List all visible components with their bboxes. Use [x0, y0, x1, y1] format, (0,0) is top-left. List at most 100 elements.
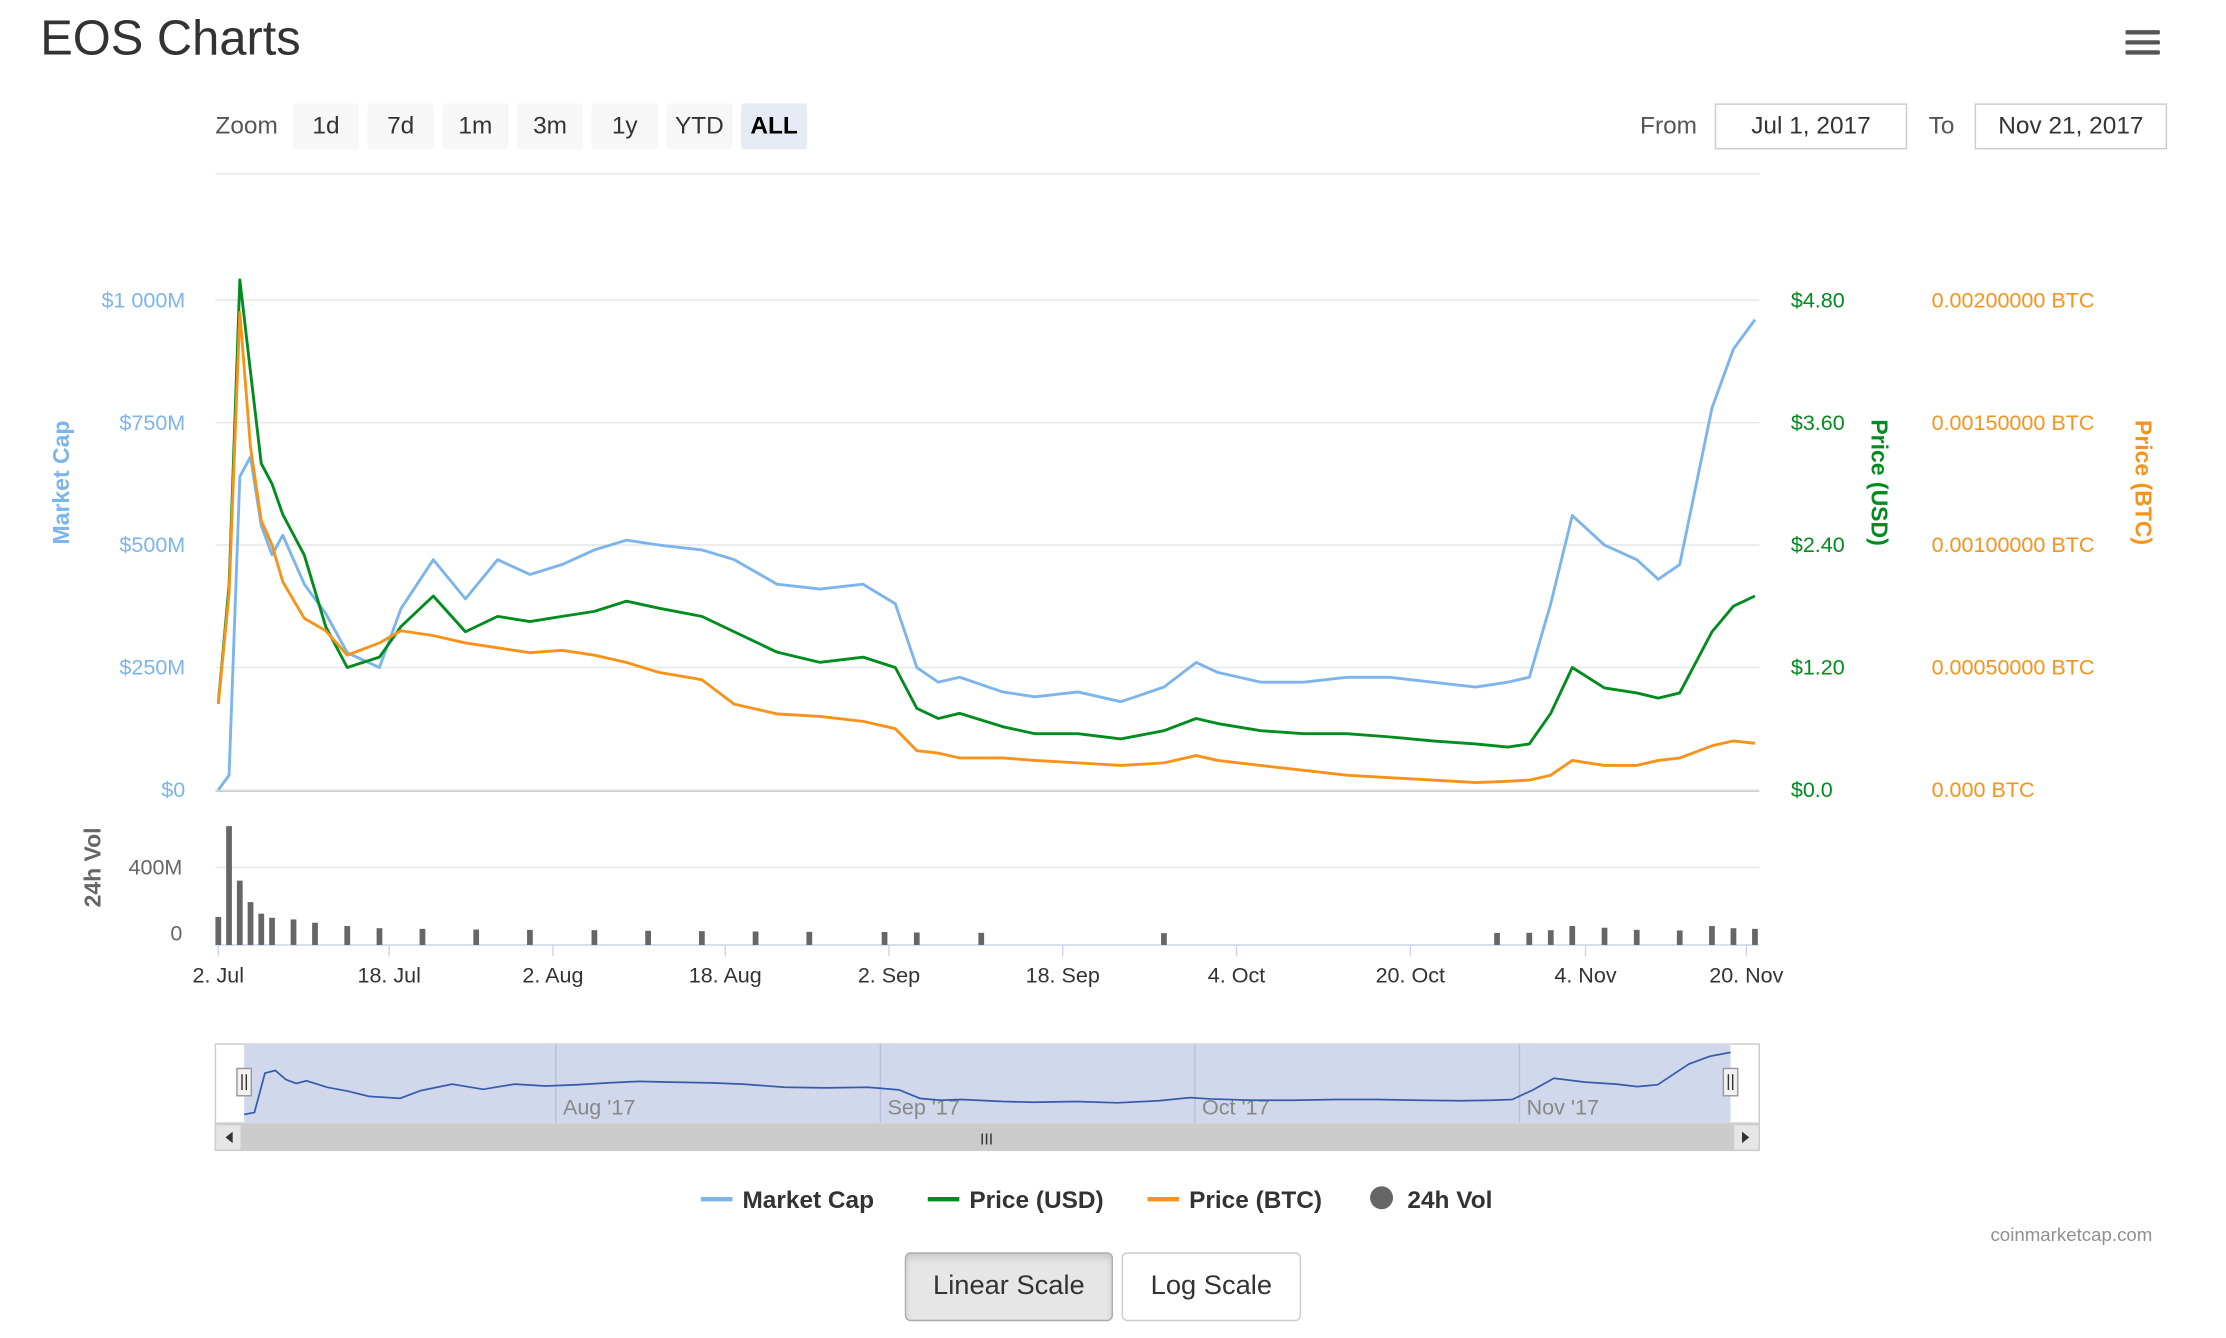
from-label: From	[1640, 112, 1698, 140]
volume-bar	[1730, 928, 1737, 945]
legend-item-market-cap[interactable]: Market Cap	[700, 1187, 874, 1214]
navigator-handle[interactable]	[236, 1067, 253, 1097]
volume-bar	[1633, 929, 1640, 945]
volume-bar	[312, 922, 318, 945]
volume-bar	[419, 928, 426, 945]
y-tick-label-usd: $2.40	[1791, 533, 1845, 557]
volume-bar	[978, 932, 985, 945]
volume-bar	[226, 826, 232, 945]
log-scale-button[interactable]: Log Scale	[1121, 1252, 1302, 1322]
y-tick-label-marketcap: $0	[161, 778, 185, 802]
y-tick-label-marketcap: $1 000M	[101, 288, 185, 312]
volume-bar	[215, 916, 222, 945]
from-date-input[interactable]: Jul 1, 2017	[1714, 103, 1908, 150]
legend-label: Price (BTC)	[1189, 1187, 1322, 1214]
series-line-price-btc	[216, 310, 1756, 784]
volume-bar	[752, 931, 759, 945]
volume-bar	[269, 917, 275, 945]
y-tick-label-marketcap: $750M	[119, 411, 185, 435]
x-tick-label: 4. Oct	[1208, 963, 1265, 987]
hamburger-menu-icon[interactable]	[2111, 17, 2174, 69]
volume-bar	[1676, 930, 1683, 945]
x-tick-label: 2. Jul	[193, 963, 244, 987]
zoom-button-ytd[interactable]: YTD	[666, 103, 733, 150]
zoom-button-1y[interactable]: 1y	[591, 103, 658, 150]
volume-bar	[290, 919, 297, 945]
volume-bar	[1494, 932, 1500, 945]
legend-label: Price (USD)	[969, 1187, 1103, 1214]
legend-label: 24h Vol	[1407, 1187, 1492, 1214]
scrollbar-thumb[interactable]	[241, 1124, 1734, 1151]
volume-bar	[645, 930, 651, 945]
legend-item-price-btc[interactable]: Price (BTC)	[1147, 1187, 1322, 1214]
x-tick-label: 18. Jul	[357, 963, 420, 987]
credit-link[interactable]: coinmarketcap.com	[1990, 1223, 2153, 1246]
volume-bar	[236, 880, 243, 945]
volume-bar	[527, 929, 533, 945]
volume-bar	[344, 926, 351, 945]
volume-bar	[806, 931, 813, 945]
volume-bar	[1526, 932, 1533, 945]
y-axis-title-marketcap: Market Cap	[48, 421, 74, 545]
volume-bar	[473, 929, 480, 945]
y-tick-label-marketcap: $250M	[119, 656, 185, 680]
y-tick-label-btc: 0.00200000 BTC	[1932, 288, 2095, 312]
volume-bar	[1161, 933, 1167, 945]
navigator-selection[interactable]	[244, 1044, 1731, 1124]
scroll-left-button[interactable]	[214, 1123, 242, 1152]
volume-bar	[1601, 927, 1608, 945]
page-title: EOS Charts	[40, 11, 301, 67]
navigator-handle[interactable]	[1722, 1067, 1739, 1097]
x-tick-label: 2. Aug	[522, 963, 583, 987]
legend-label: Market Cap	[742, 1187, 874, 1214]
volume-bar	[376, 928, 383, 945]
y-tick-label-usd: $1.20	[1791, 656, 1845, 680]
linear-scale-button[interactable]: Linear Scale	[904, 1252, 1114, 1322]
x-tick-label: 18. Sep	[1026, 963, 1100, 987]
y-tick-label-usd: $0.0	[1791, 778, 1833, 802]
legend-item-24h-vol[interactable]: 24h Vol	[1370, 1186, 1492, 1214]
y-tick-label-volume: 0	[170, 922, 182, 946]
volume-bar	[698, 931, 705, 945]
x-tick-label: 4. Nov	[1554, 963, 1616, 987]
legend-symbol	[1370, 1186, 1394, 1210]
zoom-label: Zoom	[215, 112, 278, 140]
scroll-left-arrow-icon	[225, 1131, 233, 1144]
navigator-series	[243, 1051, 1731, 1116]
y-axis-title-usd: Price (USD)	[1866, 419, 1892, 545]
zoom-button-7d[interactable]: 7d	[367, 103, 434, 150]
volume-bar	[881, 931, 888, 945]
volume-bar	[1752, 928, 1758, 945]
y-tick-label-btc: 0.00150000 BTC	[1932, 411, 2095, 435]
y-axis-title-volume: 24h Vol	[80, 827, 106, 907]
to-date-input[interactable]: Nov 21, 2017	[1974, 103, 2168, 150]
x-tick-label: 2. Sep	[858, 963, 920, 987]
x-tick-label: 20. Nov	[1709, 963, 1783, 987]
y-tick-label-marketcap: $500M	[119, 533, 185, 557]
volume-bar	[913, 932, 920, 945]
zoom-button-1d[interactable]: 1d	[292, 103, 360, 150]
y-tick-label-usd: $4.80	[1791, 288, 1845, 312]
scroll-right-arrow-icon	[1742, 1131, 1750, 1144]
zoom-button-all[interactable]: ALL	[741, 103, 808, 150]
legend-item-price-usd[interactable]: Price (USD)	[927, 1187, 1104, 1214]
zoom-button-1m[interactable]: 1m	[442, 103, 509, 150]
y-tick-label-btc: 0.000 BTC	[1932, 778, 2035, 802]
volume-bar	[1547, 930, 1554, 945]
navigator-label: Nov '17	[1527, 1095, 1599, 1119]
y-axis-title-btc: Price (BTC)	[2131, 420, 2157, 545]
scrollbar-grip-icon: III	[980, 1132, 993, 1149]
volume-bar	[247, 902, 254, 945]
volume-bar	[1709, 926, 1715, 945]
series-line-price-usd	[216, 278, 1756, 749]
x-tick-label: 18. Aug	[689, 963, 762, 987]
series-line-market-cap	[217, 318, 1757, 791]
volume-bar	[258, 913, 265, 945]
navigator-label: Aug '17	[563, 1095, 635, 1119]
volume-bar	[1569, 926, 1576, 945]
zoom-button-3m[interactable]: 3m	[517, 103, 584, 150]
y-tick-label-usd: $3.60	[1791, 411, 1845, 435]
to-label: To	[1928, 112, 1955, 140]
